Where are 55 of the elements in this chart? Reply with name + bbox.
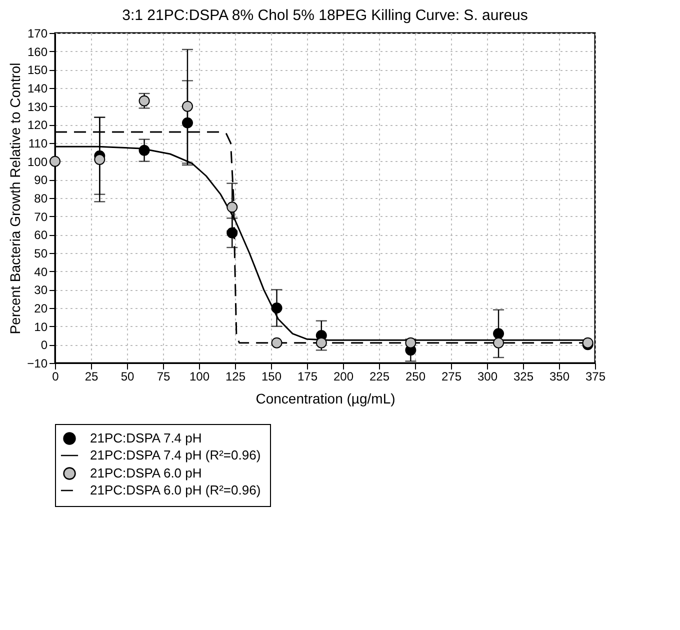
x-tick-label: 250 <box>405 370 426 384</box>
point <box>493 328 504 340</box>
y-tick-label: 0 <box>40 338 48 352</box>
point <box>493 337 504 348</box>
x-tick-label: 325 <box>513 370 534 384</box>
y-tick-label: 150 <box>27 63 48 78</box>
x-tick-label: 225 <box>369 370 390 384</box>
x-tick-label: 75 <box>156 370 170 384</box>
y-tick-label: 120 <box>27 118 48 132</box>
y-axis-title: Percent Bacteria Growth Relative to Control <box>7 62 24 334</box>
y-tick-label: 20 <box>34 302 48 316</box>
y-tick-label: 70 <box>34 210 48 224</box>
point <box>94 154 106 165</box>
point <box>182 100 193 112</box>
point <box>271 302 282 314</box>
point <box>138 144 150 156</box>
y-tick-label: 60 <box>34 228 48 242</box>
x-tick-label: 375 <box>585 370 606 384</box>
y-tick-label: 170 <box>27 26 48 40</box>
point <box>50 156 60 167</box>
x-tick-label: 150 <box>261 370 282 384</box>
x-tick-label: 0 <box>52 370 60 384</box>
y-tick-label: 80 <box>34 192 48 206</box>
legend-label: 21PC:DSPA 7.4 pH <box>90 430 202 446</box>
y-tick-label: 110 <box>28 136 48 150</box>
y-tick-label: 130 <box>27 100 48 114</box>
x-axis-title: Concentration (µg/mL) <box>256 390 396 406</box>
point <box>226 227 238 238</box>
legend-label: 21PC:DSPA 6.0 pH (R²=0.96) <box>90 482 261 498</box>
point <box>316 337 327 348</box>
y-tick-label: 140 <box>27 82 48 96</box>
y-tick-label: 40 <box>34 264 48 279</box>
chart-title: 3:1 21PC:DSPA 8% Chol 5% 18PEG Killing Curve: S. aureus <box>122 7 528 24</box>
x-tick-label: 125 <box>225 370 246 384</box>
x-tick-label: 50 <box>120 370 134 384</box>
y-tick-label: −10 <box>27 356 48 370</box>
point <box>138 95 150 106</box>
x-tick-label: 175 <box>297 370 318 384</box>
y-tick-label: 100 <box>27 154 48 169</box>
y-tick-label: 10 <box>34 320 48 334</box>
y-tick-label: 160 <box>27 44 48 59</box>
point <box>271 337 282 348</box>
legend-label: 21PC:DSPA 7.4 pH (R²=0.96) <box>90 448 261 462</box>
y-tick-label: 90 <box>34 173 48 188</box>
point <box>405 337 416 348</box>
x-tick-label: 200 <box>333 370 354 384</box>
x-tick-label: 350 <box>549 370 570 384</box>
x-tick-label: 25 <box>84 370 98 384</box>
x-tick-label: 100 <box>189 370 210 384</box>
y-tick-label: 30 <box>34 283 48 298</box>
y-tick-label: 50 <box>34 246 48 260</box>
point <box>226 202 238 213</box>
x-tick-label: 275 <box>441 370 462 384</box>
x-tick-label: 300 <box>477 370 498 384</box>
legend-label: 21PC:DSPA 6.0 pH <box>90 466 202 480</box>
